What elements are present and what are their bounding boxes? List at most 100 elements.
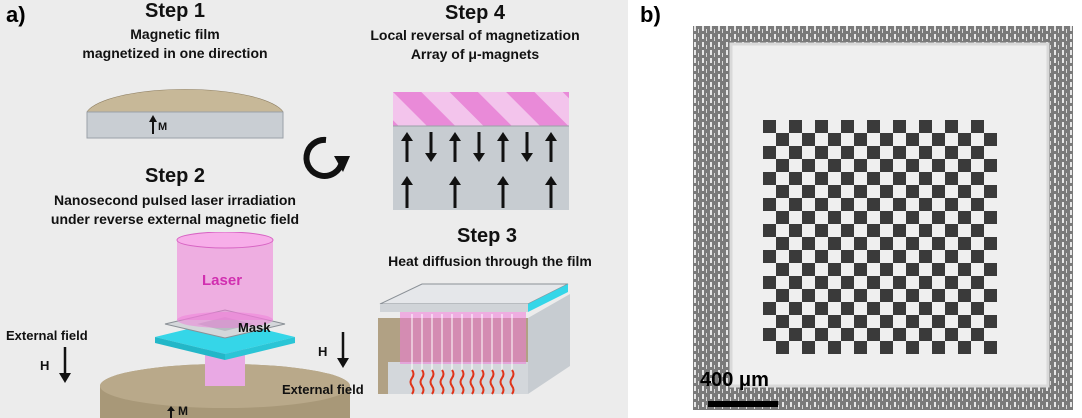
heat-wave xyxy=(479,369,485,395)
checker-square xyxy=(841,224,854,237)
checker-square xyxy=(867,328,880,341)
heat-wave xyxy=(449,369,455,395)
checker-square xyxy=(880,263,893,276)
checker-square xyxy=(958,289,971,302)
checker-square xyxy=(789,172,802,185)
checker-square xyxy=(763,120,776,133)
checker-square xyxy=(815,302,828,315)
checker-square xyxy=(763,146,776,159)
checker-square xyxy=(958,211,971,224)
checker-square xyxy=(828,133,841,146)
arrow-up-head xyxy=(401,176,413,185)
step1-title: Step 1 xyxy=(144,0,206,22)
checker-square xyxy=(984,341,997,354)
panel-b-label: b) xyxy=(640,2,661,27)
checker-square xyxy=(880,133,893,146)
checker-square xyxy=(945,250,958,263)
arrow-up-head xyxy=(449,176,461,185)
checker-square xyxy=(971,250,984,263)
checker-square xyxy=(958,159,971,172)
scale-bar xyxy=(708,401,778,407)
arrow-up-head xyxy=(545,132,557,141)
checker-square xyxy=(828,263,841,276)
checker-square xyxy=(945,328,958,341)
checker-square xyxy=(854,185,867,198)
step2-title: Step 2 xyxy=(144,165,206,187)
panel-a: a) Step 1 Magnetic film magnetized in on… xyxy=(0,0,628,418)
checker-square xyxy=(971,328,984,341)
checker-square xyxy=(789,146,802,159)
checker-square xyxy=(984,263,997,276)
mask-label: Mask xyxy=(238,320,271,335)
checker-square xyxy=(854,237,867,250)
checker-square xyxy=(919,302,932,315)
heat-wave xyxy=(439,369,445,395)
checker-square xyxy=(802,185,815,198)
step3-title: Step 3 xyxy=(456,225,518,247)
checker-square xyxy=(893,328,906,341)
checker-square xyxy=(984,159,997,172)
step2-m-label: M xyxy=(178,404,188,418)
checker-square xyxy=(958,237,971,250)
checker-square xyxy=(906,341,919,354)
checker-square xyxy=(828,315,841,328)
micrograph-svg xyxy=(693,26,1073,410)
checker-square xyxy=(932,237,945,250)
arrow-up-head xyxy=(401,132,413,141)
checker-square xyxy=(841,250,854,263)
checker-square xyxy=(841,172,854,185)
scale-bar-label: 400 μm xyxy=(700,369,769,391)
checker-square xyxy=(828,289,841,302)
checker-square xyxy=(789,250,802,263)
checker-square xyxy=(867,198,880,211)
checker-square xyxy=(984,211,997,224)
checker-square xyxy=(880,237,893,250)
checker-square xyxy=(815,172,828,185)
checker-square xyxy=(789,120,802,133)
checker-square xyxy=(854,315,867,328)
checker-square xyxy=(763,224,776,237)
step2-field-arrow-icon xyxy=(59,347,71,383)
checker-square xyxy=(906,289,919,302)
checker-square xyxy=(971,224,984,237)
laser-label: Laser xyxy=(202,272,243,289)
cycle-arrow-icon xyxy=(303,136,350,179)
checker-square xyxy=(815,120,828,133)
checker-square xyxy=(789,302,802,315)
checker-square xyxy=(802,133,815,146)
heat-wave xyxy=(429,369,435,395)
checker-square xyxy=(958,315,971,328)
checker-square xyxy=(906,263,919,276)
arrow-up-head xyxy=(449,132,461,141)
checker-square xyxy=(867,250,880,263)
checker-square xyxy=(919,198,932,211)
checker-square xyxy=(945,198,958,211)
checker-square xyxy=(815,276,828,289)
checker-square xyxy=(893,120,906,133)
checker-square xyxy=(893,224,906,237)
checker-square xyxy=(906,159,919,172)
checker-square xyxy=(958,185,971,198)
checker-square xyxy=(854,211,867,224)
checker-square xyxy=(880,341,893,354)
checker-square xyxy=(776,159,789,172)
checker-square xyxy=(854,289,867,302)
step1-line2: magnetized in one direction xyxy=(82,45,268,61)
checker-square xyxy=(971,120,984,133)
checker-square xyxy=(763,302,776,315)
checker-square xyxy=(919,276,932,289)
checker-square xyxy=(945,276,958,289)
checker-square xyxy=(906,211,919,224)
step2-m-arrow-icon xyxy=(167,406,175,418)
checker-square xyxy=(867,146,880,159)
checker-square xyxy=(880,185,893,198)
checker-square xyxy=(841,120,854,133)
checker-square xyxy=(893,146,906,159)
checker-square xyxy=(828,237,841,250)
checker-square xyxy=(932,211,945,224)
checker-square xyxy=(932,263,945,276)
arrow-down-head xyxy=(521,153,533,162)
checker-square xyxy=(932,289,945,302)
checker-square xyxy=(984,289,997,302)
checker-square xyxy=(880,315,893,328)
